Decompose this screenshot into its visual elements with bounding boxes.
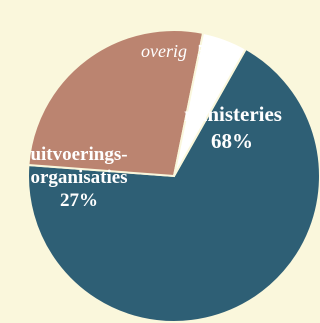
- overig-label-group: overig 5%: [141, 41, 224, 61]
- uitvoering-percent: 27%: [60, 190, 98, 211]
- slice-uitvoeringsorganisaties: [27, 28, 205, 178]
- uitvoering-label-line1: uitvoerings-: [30, 144, 127, 165]
- ministeries-label: ministeries: [184, 102, 282, 126]
- overig-label: overig: [141, 41, 187, 61]
- ministeries-percent: 68%: [211, 129, 253, 153]
- slice-overig: [173, 31, 248, 177]
- overig-percent: 5%: [197, 41, 224, 61]
- slice-ministeries: [27, 47, 320, 323]
- uitvoering-label-line2: organisaties: [30, 167, 127, 188]
- pie-slices: [27, 28, 320, 323]
